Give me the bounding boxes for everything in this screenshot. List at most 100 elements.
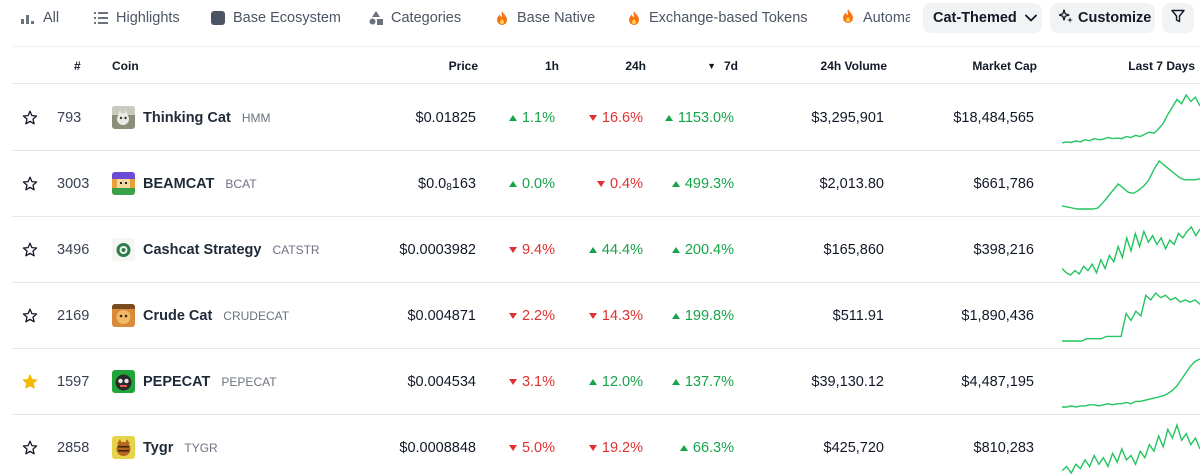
table-row[interactable]: 2169 Crude Cat CRUDECAT $0.004871 2.2% 14… <box>12 283 1200 349</box>
caret-up-icon <box>671 312 680 319</box>
rank: 793 <box>57 109 82 126</box>
change-1h: 0.0% <box>482 151 555 216</box>
shapes-icon <box>368 10 384 26</box>
table-row[interactable]: 2858 Tygr TYGR $0.0008848 5.0% 19.2% 66.3… <box>12 415 1200 474</box>
change-value: 0.4% <box>609 175 643 192</box>
header-last-7-days: Last 7 Days <box>1128 59 1195 73</box>
tab-label: Categories <box>391 10 462 26</box>
coin-link[interactable]: Cashcat Strategy CATSTR <box>112 217 320 282</box>
coin-symbol: TYGR <box>184 440 218 455</box>
star-icon[interactable] <box>20 151 40 216</box>
header-market-cap[interactable]: Market Cap <box>972 59 1037 73</box>
table-row[interactable]: 3496 Cashcat Strategy CATSTR $0.0003982 9… <box>12 217 1200 283</box>
star-icon[interactable] <box>20 85 40 150</box>
flame-icon <box>840 8 856 28</box>
sparkline-chart <box>1062 358 1200 408</box>
sparkline-chart <box>1062 159 1200 210</box>
volume-24h: $3,295,901 <box>811 109 884 126</box>
caret-up-icon <box>671 378 680 385</box>
sparkline-path <box>1062 225 1200 276</box>
market-cap: $18,484,565 <box>953 109 1034 126</box>
table-row[interactable]: 3003 BEAMCAT BCAT $0.0 8 163 0.0% 0.4% 499.… <box>12 151 1200 217</box>
change-7d: 499.3% <box>652 151 734 216</box>
caret-down-icon <box>508 378 517 385</box>
tab-base-native[interactable]: Base Native <box>494 4 595 32</box>
caret-up-icon <box>671 180 680 187</box>
coin-link[interactable]: PEPECAT PEPECAT <box>112 349 277 414</box>
caret-down-icon <box>588 114 597 121</box>
change-7d: 66.3% <box>652 415 734 474</box>
sparkline-chart <box>1062 422 1200 474</box>
bar-chart-icon <box>20 10 36 26</box>
tab-categories[interactable]: Categories <box>368 4 461 32</box>
tab-all[interactable]: All <box>20 4 59 32</box>
category-select[interactable]: Cat-Themed <box>923 3 1042 33</box>
header-24h[interactable]: 24h <box>625 59 646 73</box>
market-cap: $810,283 <box>973 439 1034 456</box>
caret-up-icon <box>508 180 517 187</box>
star-icon[interactable] <box>20 217 40 282</box>
rank: 1597 <box>57 373 90 390</box>
price-zero-count: 8 <box>446 182 452 193</box>
change-value: 12.0% <box>601 373 643 390</box>
caret-up-icon <box>671 246 680 253</box>
table-row[interactable]: 1597 PEPECAT PEPECAT $0.004534 3.1% 12.0%… <box>12 349 1200 415</box>
tab-base-ecosystem[interactable]: Base Ecosystem <box>210 4 341 32</box>
change-value: 5.0% <box>521 439 555 456</box>
coin-symbol: HMM <box>241 110 271 125</box>
table-row[interactable]: 793 Thinking Cat HMM $0.01825 1.1% 16.6% … <box>12 85 1200 151</box>
tab-label: Base Native <box>517 10 596 26</box>
filter-icon <box>1171 9 1185 28</box>
sparkline-chart <box>1062 225 1200 276</box>
change-value: 1153.0% <box>677 109 734 126</box>
change-24h: 16.6% <box>562 85 643 150</box>
list-icon <box>93 10 109 26</box>
market-cap: $661,786 <box>973 175 1034 192</box>
header-1h[interactable]: 1h <box>544 59 559 73</box>
change-1h: 9.4% <box>482 217 555 282</box>
header-7d[interactable]: ▼ 7d <box>707 59 738 73</box>
volume-24h: $165,860 <box>823 241 884 258</box>
tab-automation[interactable]: Automa <box>840 4 910 32</box>
coin-name: Cashcat Strategy <box>143 241 262 258</box>
volume-24h: $511.91 <box>832 307 884 324</box>
rank: 3496 <box>57 241 90 258</box>
sparkline-path <box>1062 422 1200 474</box>
coin-logo-icon <box>112 304 135 327</box>
volume-24h: $425,720 <box>823 439 884 456</box>
coin-link[interactable]: Tygr TYGR <box>112 415 218 474</box>
header-coin[interactable]: Coin <box>112 59 139 73</box>
coin-link[interactable]: BEAMCAT BCAT <box>112 151 257 216</box>
flame-icon <box>494 10 510 26</box>
customize-button[interactable]: Customize <box>1050 3 1155 33</box>
sparkline-path <box>1062 291 1200 342</box>
coin-logo-icon <box>112 172 135 195</box>
price: $0.0 8 163 <box>312 151 476 216</box>
change-value: 2.2% <box>521 307 555 324</box>
change-value: 16.6% <box>601 109 643 126</box>
coin-logo-icon <box>112 370 135 393</box>
table-header: # Coin Price 1h 24h ▼ 7d 24h Volume Mark… <box>12 46 1200 84</box>
tab-exchange-based-tokens[interactable]: Exchange-based Tokens <box>626 4 808 32</box>
change-24h: 14.3% <box>562 283 643 348</box>
price-suffix: 163 <box>451 175 476 192</box>
coin-name: BEAMCAT <box>143 175 215 192</box>
change-value: 66.3% <box>692 439 734 456</box>
price: $0.004871 <box>407 307 476 324</box>
change-value: 14.3% <box>601 307 643 324</box>
change-value: 1.1% <box>521 109 555 126</box>
coin-link[interactable]: Crude Cat CRUDECAT <box>112 283 289 348</box>
header-price[interactable]: Price <box>448 59 478 73</box>
tab-highlights[interactable]: Highlights <box>93 4 180 32</box>
volume-24h: $2,013.80 <box>819 175 884 192</box>
change-value: 9.4% <box>521 241 555 258</box>
star-filled-icon[interactable] <box>20 349 40 414</box>
header-volume[interactable]: 24h Volume <box>820 59 887 73</box>
sort-desc-icon: ▼ <box>707 61 716 71</box>
filter-button[interactable] <box>1162 3 1194 33</box>
coin-link[interactable]: Thinking Cat HMM <box>112 85 270 150</box>
header-rank[interactable]: # <box>74 59 81 73</box>
volume-24h: $39,130.12 <box>811 373 884 390</box>
star-icon[interactable] <box>20 415 40 474</box>
star-icon[interactable] <box>20 283 40 348</box>
